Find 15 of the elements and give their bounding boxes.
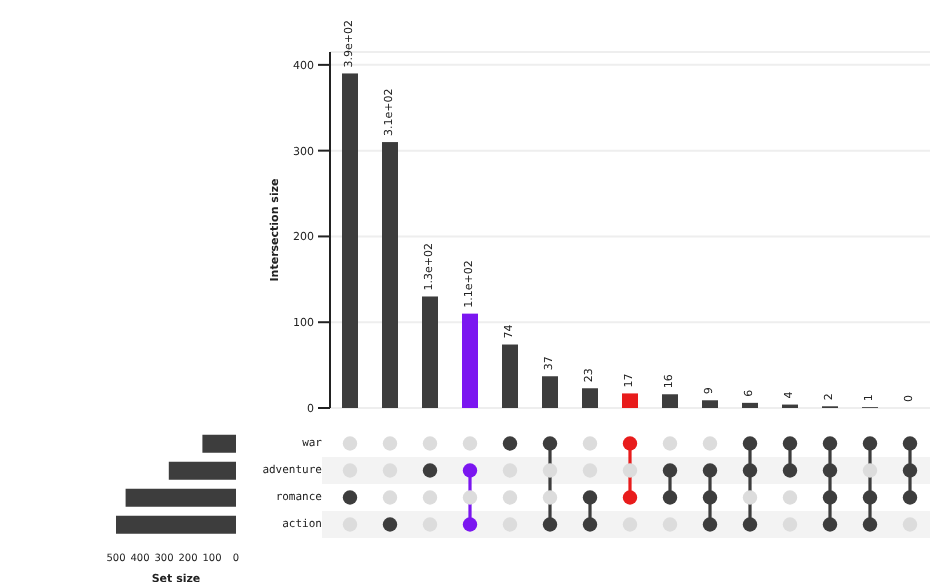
bar [422, 296, 438, 408]
bar [382, 142, 398, 408]
bar [168, 461, 236, 480]
bar [662, 394, 678, 408]
bar [582, 388, 598, 408]
bar [702, 400, 718, 408]
bar [462, 313, 478, 408]
bar [125, 488, 236, 507]
bar [542, 376, 558, 408]
bar [202, 434, 236, 453]
bar [622, 393, 638, 408]
bar [742, 402, 758, 408]
bar [342, 73, 358, 408]
bar [502, 344, 518, 408]
bar [116, 515, 236, 534]
